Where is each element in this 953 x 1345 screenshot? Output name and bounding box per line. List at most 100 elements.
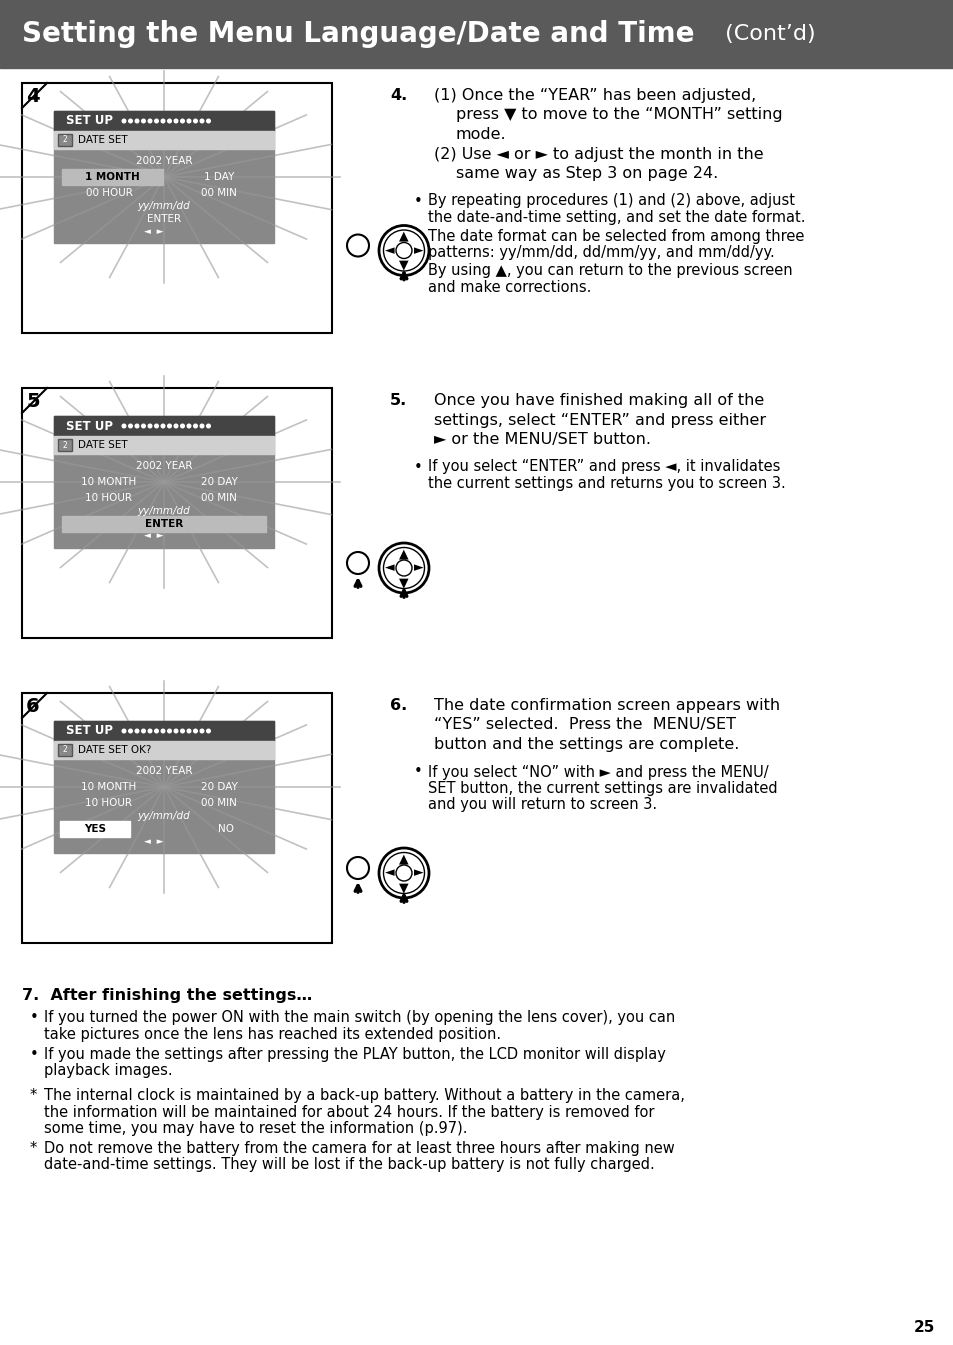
Text: SET UP: SET UP [66,114,112,128]
Text: 00 MIN: 00 MIN [201,494,236,503]
Circle shape [347,551,369,574]
Text: (1) Once the “YEAR” has been adjusted,: (1) Once the “YEAR” has been adjusted, [434,87,756,104]
Text: DATE SET OK?: DATE SET OK? [78,745,152,755]
Text: 1 MONTH: 1 MONTH [85,172,140,182]
Text: The internal clock is maintained by a back-up battery. Without a battery in the : The internal clock is maintained by a ba… [44,1088,684,1103]
Text: Once you have finished making all of the: Once you have finished making all of the [434,393,763,408]
Text: ►: ► [414,243,423,257]
Text: SET button, the current settings are invalidated: SET button, the current settings are inv… [428,781,777,796]
Circle shape [187,424,191,428]
Text: 1 DAY: 1 DAY [204,172,233,182]
Text: yy/mm/dd: yy/mm/dd [137,506,191,516]
Circle shape [180,424,184,428]
Circle shape [200,424,204,428]
Text: ▲: ▲ [398,851,409,865]
Circle shape [135,424,138,428]
Text: 10 HOUR: 10 HOUR [86,494,132,503]
Text: 2: 2 [63,745,68,755]
Text: 25: 25 [912,1319,934,1336]
Text: 00 HOUR: 00 HOUR [86,188,132,198]
Circle shape [154,729,158,733]
Text: •: • [414,229,422,243]
Circle shape [174,424,177,428]
Text: 2: 2 [63,136,68,144]
Text: 10 MONTH: 10 MONTH [81,781,136,792]
Text: 2002 YEAR: 2002 YEAR [135,767,193,776]
Text: 2: 2 [63,441,68,449]
Text: 00 MIN: 00 MIN [201,188,236,198]
Text: the current settings and returns you to screen 3.: the current settings and returns you to … [428,476,785,491]
Circle shape [207,729,210,733]
Bar [54,112,274,243]
Text: playback images.: playback images. [44,1064,172,1079]
Circle shape [383,547,424,589]
Text: *: * [30,1141,37,1155]
Text: SET UP: SET UP [66,725,112,737]
Text: yy/mm/dd: yy/mm/dd [137,200,191,211]
Circle shape [161,120,165,122]
Text: ▼: ▼ [398,258,409,272]
Circle shape [378,226,429,276]
Bar [54,130,274,149]
Text: Do not remove the battery from the camera for at least three hours after making : Do not remove the battery from the camer… [44,1141,674,1155]
Text: ◄: ◄ [384,243,394,257]
Text: ◄  ►: ◄ ► [144,226,164,235]
Circle shape [135,729,138,733]
Text: 10 MONTH: 10 MONTH [81,477,136,487]
Text: SET UP: SET UP [66,420,112,433]
Text: If you select “NO” with ► and press the MENU/: If you select “NO” with ► and press the … [428,764,768,780]
Text: ENTER: ENTER [145,519,183,529]
Text: If you made the settings after pressing the PLAY button, the LCD monitor will di: If you made the settings after pressing … [44,1046,665,1063]
Text: (Cont’d): (Cont’d) [718,24,815,44]
Text: mode.: mode. [456,126,506,143]
Text: 4: 4 [26,87,40,106]
Text: patterns: yy/mm/dd, dd/mm/yy, and mm/dd/yy.: patterns: yy/mm/dd, dd/mm/yy, and mm/dd/… [428,245,774,260]
Text: ▲: ▲ [398,547,409,560]
Bar [54,721,274,853]
Text: DATE SET: DATE SET [78,440,128,451]
Circle shape [187,729,191,733]
Text: 7.  After finishing the settings…: 7. After finishing the settings… [22,989,312,1003]
Text: and make corrections.: and make corrections. [428,280,591,295]
Bar [54,416,274,547]
Text: •: • [414,194,422,208]
Circle shape [154,120,158,122]
Text: date-and-time settings. They will be lost if the back-up battery is not fully ch: date-and-time settings. They will be los… [44,1157,654,1171]
Text: The date format can be selected from among three: The date format can be selected from amo… [428,229,803,243]
Bar [54,721,274,741]
Bar [54,112,274,130]
Text: •: • [414,264,422,278]
Text: DATE SET: DATE SET [78,134,128,145]
Text: press ▼ to move to the “MONTH” setting: press ▼ to move to the “MONTH” setting [456,108,781,122]
Bar [58,744,71,756]
Circle shape [347,234,369,257]
Text: 6: 6 [26,697,40,716]
Text: settings, select “ENTER” and press either: settings, select “ENTER” and press eithe… [434,413,765,428]
Text: 4.: 4. [390,87,407,104]
Circle shape [161,729,165,733]
Text: 6.: 6. [390,698,407,713]
Text: NO: NO [217,824,233,834]
Bar [62,516,266,533]
Text: “YES” selected.  Press the  MENU/SET: “YES” selected. Press the MENU/SET [434,717,735,733]
Bar [22,693,332,943]
Circle shape [180,729,184,733]
Circle shape [395,242,412,258]
Text: ◄: ◄ [384,561,394,574]
Circle shape [122,424,126,428]
Text: and you will return to screen 3.: and you will return to screen 3. [428,798,657,812]
Circle shape [193,120,197,122]
Text: ◄: ◄ [384,866,394,880]
Bar [58,134,71,147]
Text: ▲: ▲ [398,230,409,242]
Text: ◄  ►: ◄ ► [144,837,164,846]
Circle shape [148,424,152,428]
Circle shape [142,424,145,428]
Text: 2002 YEAR: 2002 YEAR [135,461,193,471]
Circle shape [142,729,145,733]
Circle shape [207,120,210,122]
Text: •: • [414,460,422,475]
Circle shape [168,729,172,733]
Circle shape [383,853,424,893]
Text: *: * [30,1088,37,1103]
